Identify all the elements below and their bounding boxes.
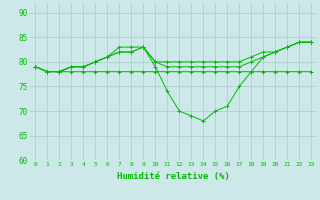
- X-axis label: Humidité relative (%): Humidité relative (%): [117, 172, 230, 181]
